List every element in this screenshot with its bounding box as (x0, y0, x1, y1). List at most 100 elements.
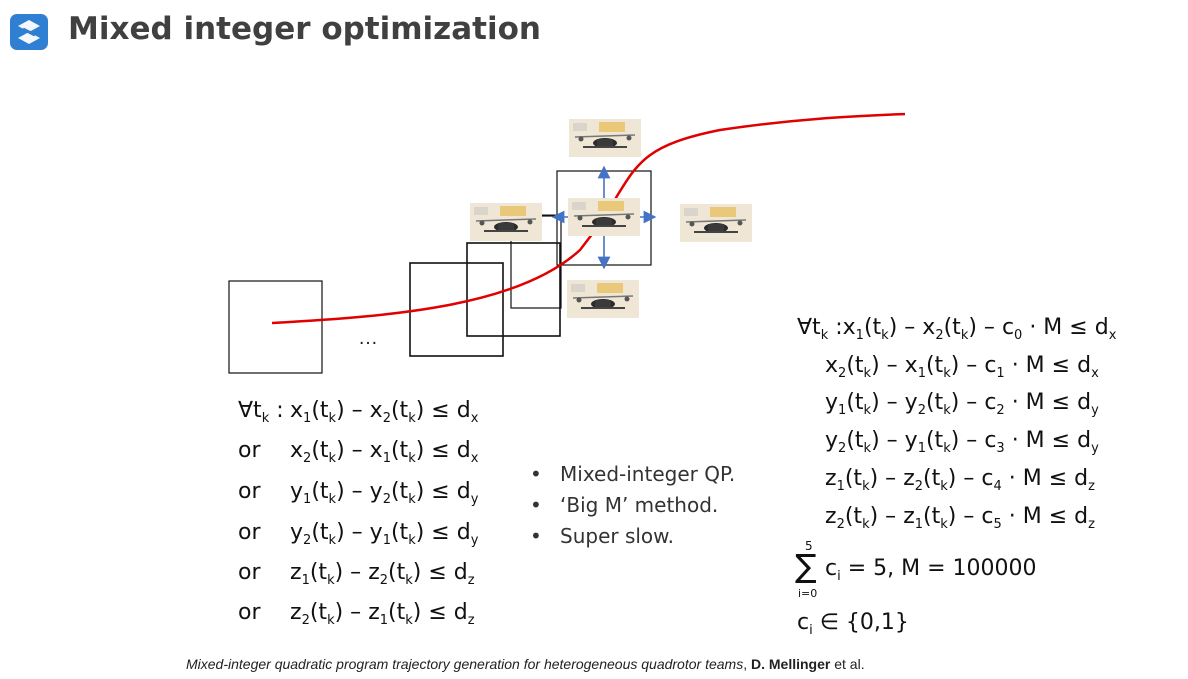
big-m-term: · M (1004, 428, 1052, 453)
subscript: 1 (303, 492, 312, 507)
minus-sign: – (343, 600, 369, 625)
subscript: y (1091, 403, 1099, 418)
arg-open: (t (311, 438, 329, 463)
bigm-constraint-row: z2(tk) – z1(tk) – c5 · M ≤ dz (825, 504, 1095, 532)
subscript: 2 (838, 441, 847, 456)
binary-var: c (981, 504, 994, 529)
subscript: 2 (836, 517, 845, 532)
subscript: 1 (914, 517, 924, 532)
constraint-prefix: or (238, 560, 261, 585)
sum-upper: 5 (805, 539, 813, 553)
subscript: y (1091, 441, 1099, 456)
minus-sign: – (344, 520, 370, 545)
list-item: • Mixed-integer QP. (530, 462, 735, 493)
minus-sign: – (878, 466, 904, 491)
rhs-var: y (369, 479, 383, 504)
bound-var: d (453, 560, 468, 585)
subscript: z (1088, 479, 1095, 494)
subscript: k (405, 613, 413, 628)
subscript: x (470, 451, 479, 466)
subscript: k (328, 533, 337, 548)
binary-rest: ∈ {0,1} (812, 610, 909, 635)
subscript: z (467, 573, 475, 588)
subscript: k (328, 492, 337, 507)
subscript: 1 (303, 411, 312, 426)
subscript: 1 (382, 451, 391, 466)
bullet-glyph: • (530, 462, 542, 486)
leq-sign: ≤ (424, 438, 457, 463)
subscript: 2 (935, 328, 944, 343)
citation-suffix: et al. (830, 656, 865, 672)
lhs-var: y (825, 390, 839, 415)
arg-close: ) (968, 315, 977, 340)
quadrotor-photo (470, 203, 542, 241)
minus-sign: – (956, 504, 982, 529)
leq-sign: ≤ (1048, 504, 1075, 529)
citation-title: Mixed-integer quadratic program trajecto… (186, 656, 744, 672)
subscript: k (881, 328, 889, 343)
subscript: k (863, 441, 872, 456)
arg-close: ) (871, 353, 880, 378)
arg-close: ) (412, 560, 422, 585)
subscript: 0 (1014, 328, 1023, 343)
bigm-constraint-row: z1(tk) – z2(tk) – c4 · M ≤ dz (825, 466, 1095, 494)
arg-open: (t (846, 428, 864, 453)
arg-close: ) (336, 479, 345, 504)
leq-sign: ≤ (424, 479, 457, 504)
constraint-prefix: or (238, 438, 261, 463)
arg-close: ) (950, 428, 960, 453)
sum-equation: 5 ∑ i=0 ci = 5, M = 100000 (795, 539, 1037, 600)
arg-open: (t (943, 315, 961, 340)
citation-author: D. Mellinger (750, 656, 831, 672)
arg-open: (t (388, 560, 406, 585)
rhs-var: z (368, 600, 380, 625)
subscript: 1 (382, 533, 391, 548)
subscript: k (940, 517, 948, 532)
subscript: 1 (996, 366, 1005, 381)
subscript: k (863, 366, 872, 381)
constraint-row: or y2(tk) – y1(tk) ≤ dy (238, 520, 478, 548)
binary-var: c (1001, 315, 1015, 340)
sum-term-sub: i (837, 569, 841, 584)
lhs-var: y (290, 520, 304, 545)
subscript: 1 (301, 573, 310, 588)
arg-close: ) (412, 600, 422, 625)
list-item: • Super slow. (530, 524, 735, 555)
constraint-prefix: or (238, 520, 261, 545)
arg-open: (t (311, 479, 329, 504)
arg-open: (t (923, 466, 941, 491)
minus-sign: – (956, 466, 982, 491)
binary-var: c (797, 610, 810, 635)
bound-var: d (1094, 315, 1109, 340)
rhs-var: z (903, 466, 915, 491)
bigm-constraint-row: ∀tk :x1(tk) – x2(tk) – c0 · M ≤ dx (797, 315, 1116, 343)
subscript: 2 (303, 533, 312, 548)
subscript: k (863, 403, 872, 418)
rhs-var: x (904, 353, 918, 378)
subscript: k (943, 441, 951, 456)
minus-sign: – (879, 390, 905, 415)
subscript: 2 (838, 366, 847, 381)
minus-sign: – (344, 438, 370, 463)
arg-open: (t (846, 390, 864, 415)
bigm-constraint-row: y1(tk) – y2(tk) – c2 · M ≤ dy (825, 390, 1099, 418)
subscript: k (408, 533, 416, 548)
list-item: • ‘Big M’ method. (530, 493, 735, 524)
subscript: z (467, 613, 475, 628)
lhs-var: x (290, 438, 304, 463)
subscript: k (820, 328, 829, 343)
lhs-var: y (290, 479, 304, 504)
lhs-var: z (290, 560, 302, 585)
bound-var: d (1074, 504, 1089, 529)
subscript: k (960, 328, 969, 343)
arg-close: ) (334, 600, 344, 625)
constraint-row: or y1(tk) – y2(tk) ≤ dy (238, 479, 478, 507)
constraint-row: ∀tk : x1(tk) – x2(tk) ≤ dx (238, 400, 478, 426)
arg-open: (t (844, 504, 863, 529)
quadrotor-box-1 (409, 262, 504, 357)
arg-close: ) (336, 520, 345, 545)
arg-close: ) (869, 466, 879, 491)
subscript: 1 (855, 328, 864, 343)
citation: Mixed-integer quadratic program trajecto… (186, 656, 865, 672)
lhs-var: x (842, 315, 856, 340)
